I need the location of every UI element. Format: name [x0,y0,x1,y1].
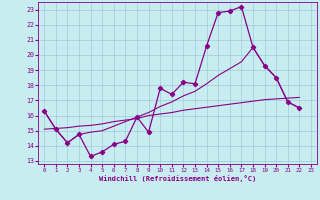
X-axis label: Windchill (Refroidissement éolien,°C): Windchill (Refroidissement éolien,°C) [99,175,256,182]
